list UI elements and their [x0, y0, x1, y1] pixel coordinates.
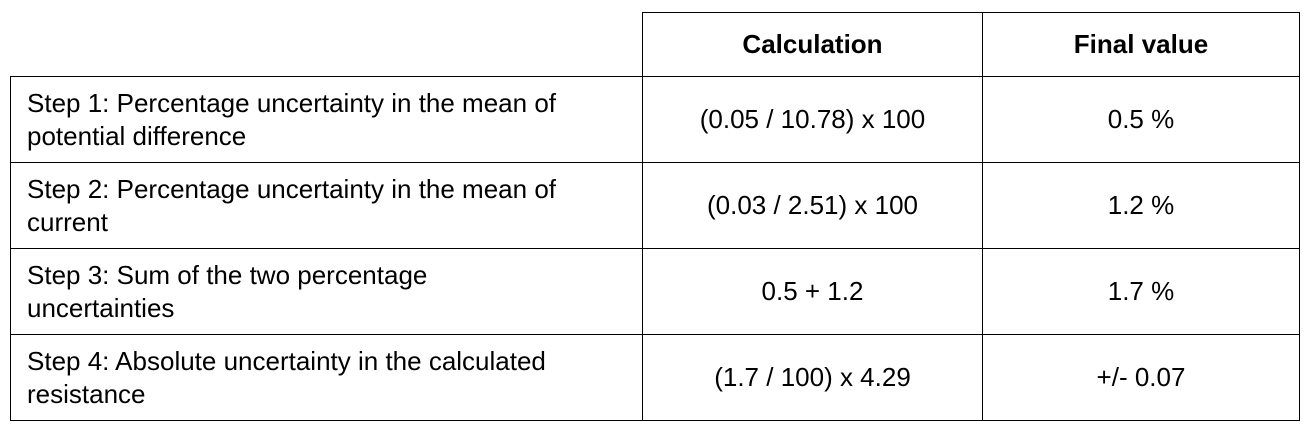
calculation-cell: 0.5 + 1.2 [642, 248, 983, 335]
calculation-cell: (1.7 / 100) x 4.29 [642, 334, 983, 421]
table-row: Step 1: Percentage uncertainty in the me… [10, 76, 1300, 163]
header-row: Calculation Final value [11, 12, 1300, 77]
header-cell: Calculation [642, 12, 983, 77]
header-cell: Final value [982, 12, 1300, 77]
table-row: Step 2: Percentage uncertainty in the me… [10, 162, 1300, 249]
final-value-cell: 1.2 % [982, 162, 1300, 249]
step-cell: Step 3: Sum of the two percentage uncert… [10, 248, 643, 335]
table-row: Step 4: Absolute uncertainty in the calc… [10, 334, 1300, 421]
calculation-cell: (0.03 / 2.51) x 100 [642, 162, 983, 249]
final-value-cell: 1.7 % [982, 248, 1300, 335]
final-value-cell: 0.5 % [982, 76, 1300, 163]
step-cell: Step 4: Absolute uncertainty in the calc… [10, 334, 643, 421]
step-cell: Step 2: Percentage uncertainty in the me… [10, 162, 643, 249]
table-body: Step 1: Percentage uncertainty in the me… [10, 76, 1300, 421]
uncertainty-table: Calculation Final value Step 1: Percenta… [10, 12, 1300, 421]
calculation-cell: (0.05 / 10.78) x 100 [642, 76, 983, 163]
step-cell: Step 1: Percentage uncertainty in the me… [10, 76, 643, 163]
table-row: Step 3: Sum of the two percentage uncert… [10, 248, 1300, 335]
final-value-cell: +/- 0.07 [982, 334, 1300, 421]
header-blank [11, 13, 643, 77]
